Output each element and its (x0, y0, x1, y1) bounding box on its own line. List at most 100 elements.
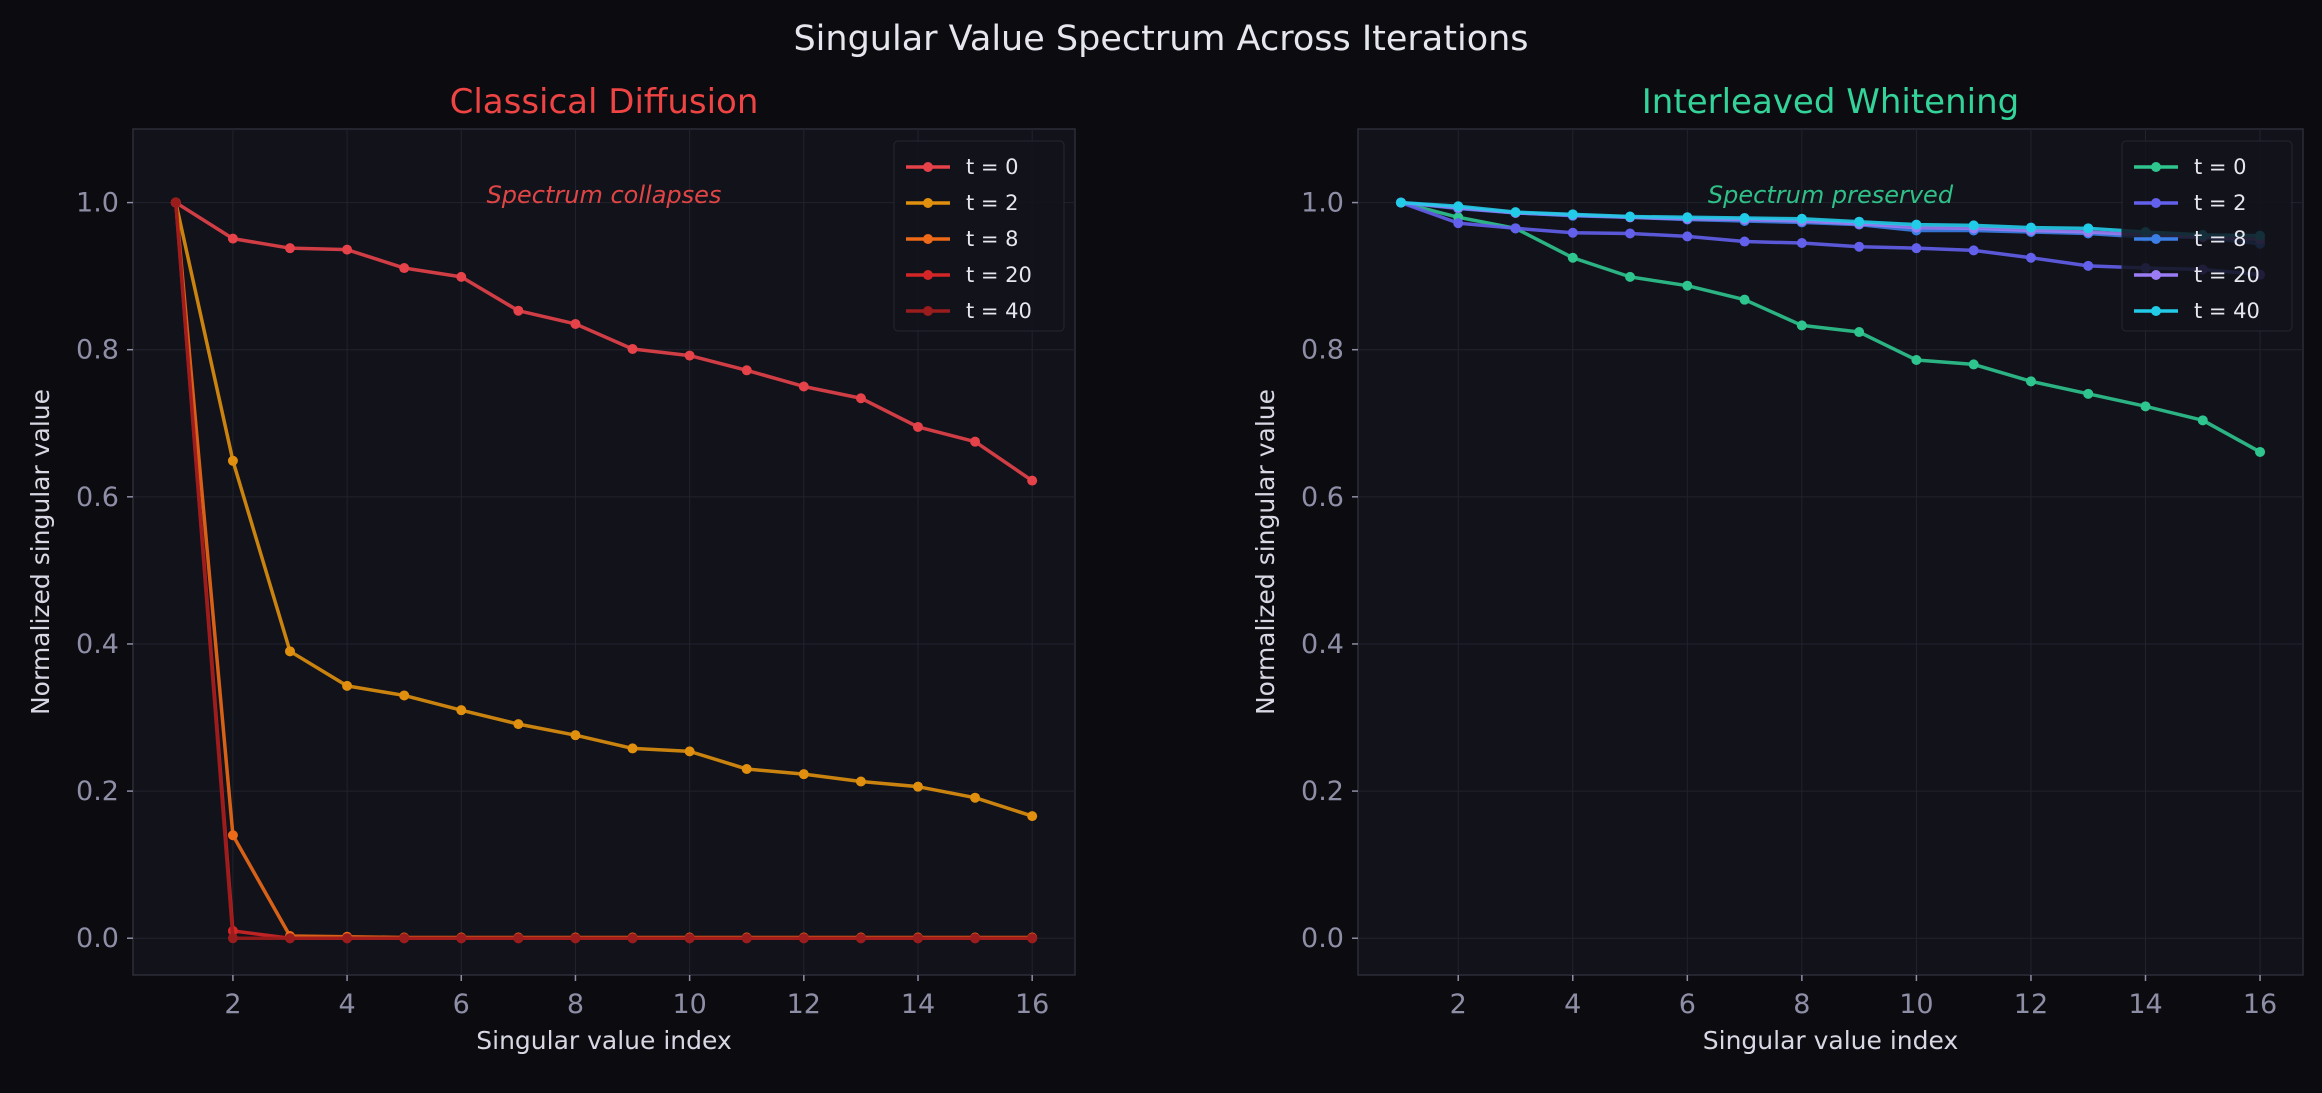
y-tick-label: 0.0 (1301, 923, 1344, 954)
data-point (227, 455, 238, 466)
data-point (170, 197, 181, 208)
x-tick-label: 14 (901, 989, 935, 1020)
data-point (1567, 227, 1578, 238)
legend-label: t = 8 (2194, 227, 2247, 251)
data-point (741, 764, 752, 775)
data-point (570, 730, 581, 741)
legend-box (893, 140, 1065, 332)
series-t2 (170, 197, 1038, 822)
data-point (798, 769, 809, 780)
data-point (1796, 213, 1807, 224)
data-point (684, 933, 695, 944)
data-point (513, 305, 524, 316)
data-point (2197, 415, 2208, 426)
subplot-title: Classical Diffusion (450, 82, 759, 122)
series-line (174, 202, 1033, 940)
data-point (1027, 811, 1038, 822)
x-tick-label: 2 (1450, 989, 1467, 1020)
subplot-1: 2 4 6 8 10 12 14 16 0.0 0.2 0.4 0.6 0.8 1.0 Classical … (26, 82, 1076, 1055)
data-point (513, 719, 524, 730)
data-point (684, 350, 695, 361)
legend-label: t = 2 (2194, 191, 2247, 215)
data-point (1453, 201, 1464, 212)
legend-marker (2151, 198, 2161, 208)
data-point (970, 436, 981, 447)
data-point (798, 933, 809, 944)
data-point (342, 244, 353, 255)
series-line (1400, 200, 2261, 277)
data-point (570, 318, 581, 329)
legend: t = 0 t = 2 t = 8 t = 20 t = 40 (893, 140, 1065, 332)
legend-label: t = 0 (2194, 155, 2247, 179)
data-point (1625, 271, 1636, 282)
series-t40 (1395, 197, 2266, 241)
data-point (1968, 359, 1979, 370)
y-axis-label: Normalized singular value (26, 389, 55, 715)
data-point (1510, 207, 1521, 218)
y-tick-label: 1.0 (1301, 188, 1344, 219)
x-tick-label: 8 (1793, 989, 1810, 1020)
y-tick-label: 0.2 (76, 776, 119, 807)
data-point (399, 690, 410, 701)
legend-marker (923, 198, 933, 208)
data-point (855, 933, 866, 944)
y-tick-label: 0.8 (1301, 335, 1344, 366)
data-point (2083, 223, 2094, 234)
data-point (2025, 252, 2036, 263)
legend-marker (923, 306, 933, 316)
x-axis-label: Singular value index (1703, 1026, 1959, 1055)
data-point (2140, 401, 2151, 412)
data-point (970, 792, 981, 803)
data-point (2083, 260, 2094, 271)
data-point (1510, 223, 1521, 234)
data-point (1567, 252, 1578, 263)
data-point (798, 381, 809, 392)
x-tick-label: 8 (567, 989, 584, 1020)
data-point (627, 933, 638, 944)
x-tick-label: 16 (1015, 989, 1049, 1020)
series-line (1400, 200, 2261, 238)
y-tick-label: 0.4 (1301, 629, 1344, 660)
legend-label: t = 20 (2194, 263, 2260, 287)
x-tick-label: 4 (1564, 989, 1581, 1020)
annotation: Spectrum collapses (487, 181, 722, 209)
data-point (1682, 212, 1693, 223)
data-point (1854, 216, 1865, 227)
data-point (1395, 197, 1406, 208)
data-point (855, 776, 866, 787)
data-point (1796, 320, 1807, 331)
series-line (174, 202, 1033, 818)
data-point (1739, 294, 1750, 305)
data-point (1911, 243, 1922, 254)
figure-title: Singular Value Spectrum Across Iteration… (793, 19, 1528, 59)
y-tick-label: 1.0 (76, 188, 119, 219)
y-tick-label: 0.2 (1301, 776, 1344, 807)
series-t40 (170, 197, 1038, 944)
data-point (1625, 211, 1636, 222)
data-point (227, 933, 238, 944)
x-tick-label: 6 (453, 989, 470, 1020)
data-point (399, 263, 410, 274)
legend-label: t = 8 (966, 227, 1019, 251)
x-tick-label: 2 (224, 989, 241, 1020)
data-point (970, 933, 981, 944)
legend: t = 0 t = 2 t = 8 t = 20 t = 40 (2121, 140, 2293, 332)
data-point (1854, 241, 1865, 252)
data-point (684, 746, 695, 757)
data-point (855, 393, 866, 404)
data-point (627, 343, 638, 354)
data-point (1027, 933, 1038, 944)
data-point (456, 271, 467, 282)
data-point (456, 705, 467, 716)
data-point (1682, 231, 1693, 242)
data-point (741, 365, 752, 376)
data-point (1682, 280, 1693, 291)
series-line (174, 201, 1034, 483)
legend-marker (923, 234, 933, 244)
legend-label: t = 40 (966, 299, 1032, 323)
data-point (1739, 213, 1750, 224)
data-point (1453, 218, 1464, 229)
data-point (227, 233, 238, 244)
data-point (1911, 219, 1922, 230)
